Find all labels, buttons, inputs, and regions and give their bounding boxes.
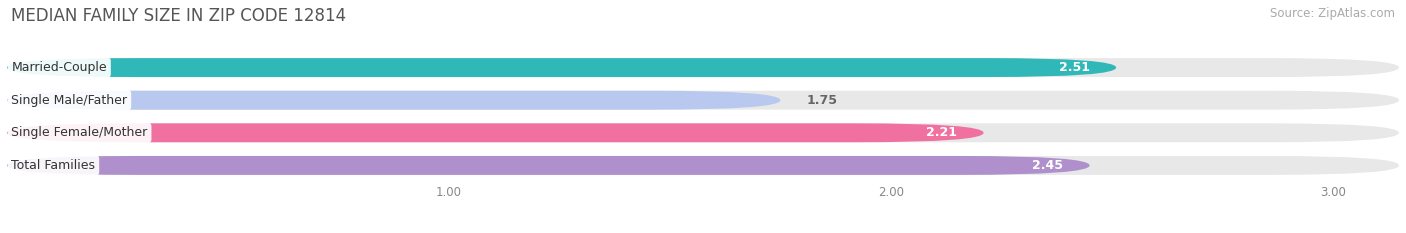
Text: 2.51: 2.51 [1059,61,1090,74]
FancyBboxPatch shape [7,156,1090,175]
FancyBboxPatch shape [7,156,1399,175]
FancyBboxPatch shape [7,91,780,110]
FancyBboxPatch shape [7,91,1399,110]
Text: Total Families: Total Families [11,159,96,172]
Text: Single Female/Mother: Single Female/Mother [11,126,148,139]
FancyBboxPatch shape [7,58,1399,77]
Text: Source: ZipAtlas.com: Source: ZipAtlas.com [1270,7,1395,20]
Text: 2.21: 2.21 [927,126,957,139]
FancyBboxPatch shape [7,123,984,142]
Text: Single Male/Father: Single Male/Father [11,94,128,107]
Text: 1.75: 1.75 [807,94,838,107]
FancyBboxPatch shape [7,123,1399,142]
Text: MEDIAN FAMILY SIZE IN ZIP CODE 12814: MEDIAN FAMILY SIZE IN ZIP CODE 12814 [11,7,346,25]
Text: 2.45: 2.45 [1032,159,1063,172]
Text: Married-Couple: Married-Couple [11,61,107,74]
FancyBboxPatch shape [7,58,1116,77]
